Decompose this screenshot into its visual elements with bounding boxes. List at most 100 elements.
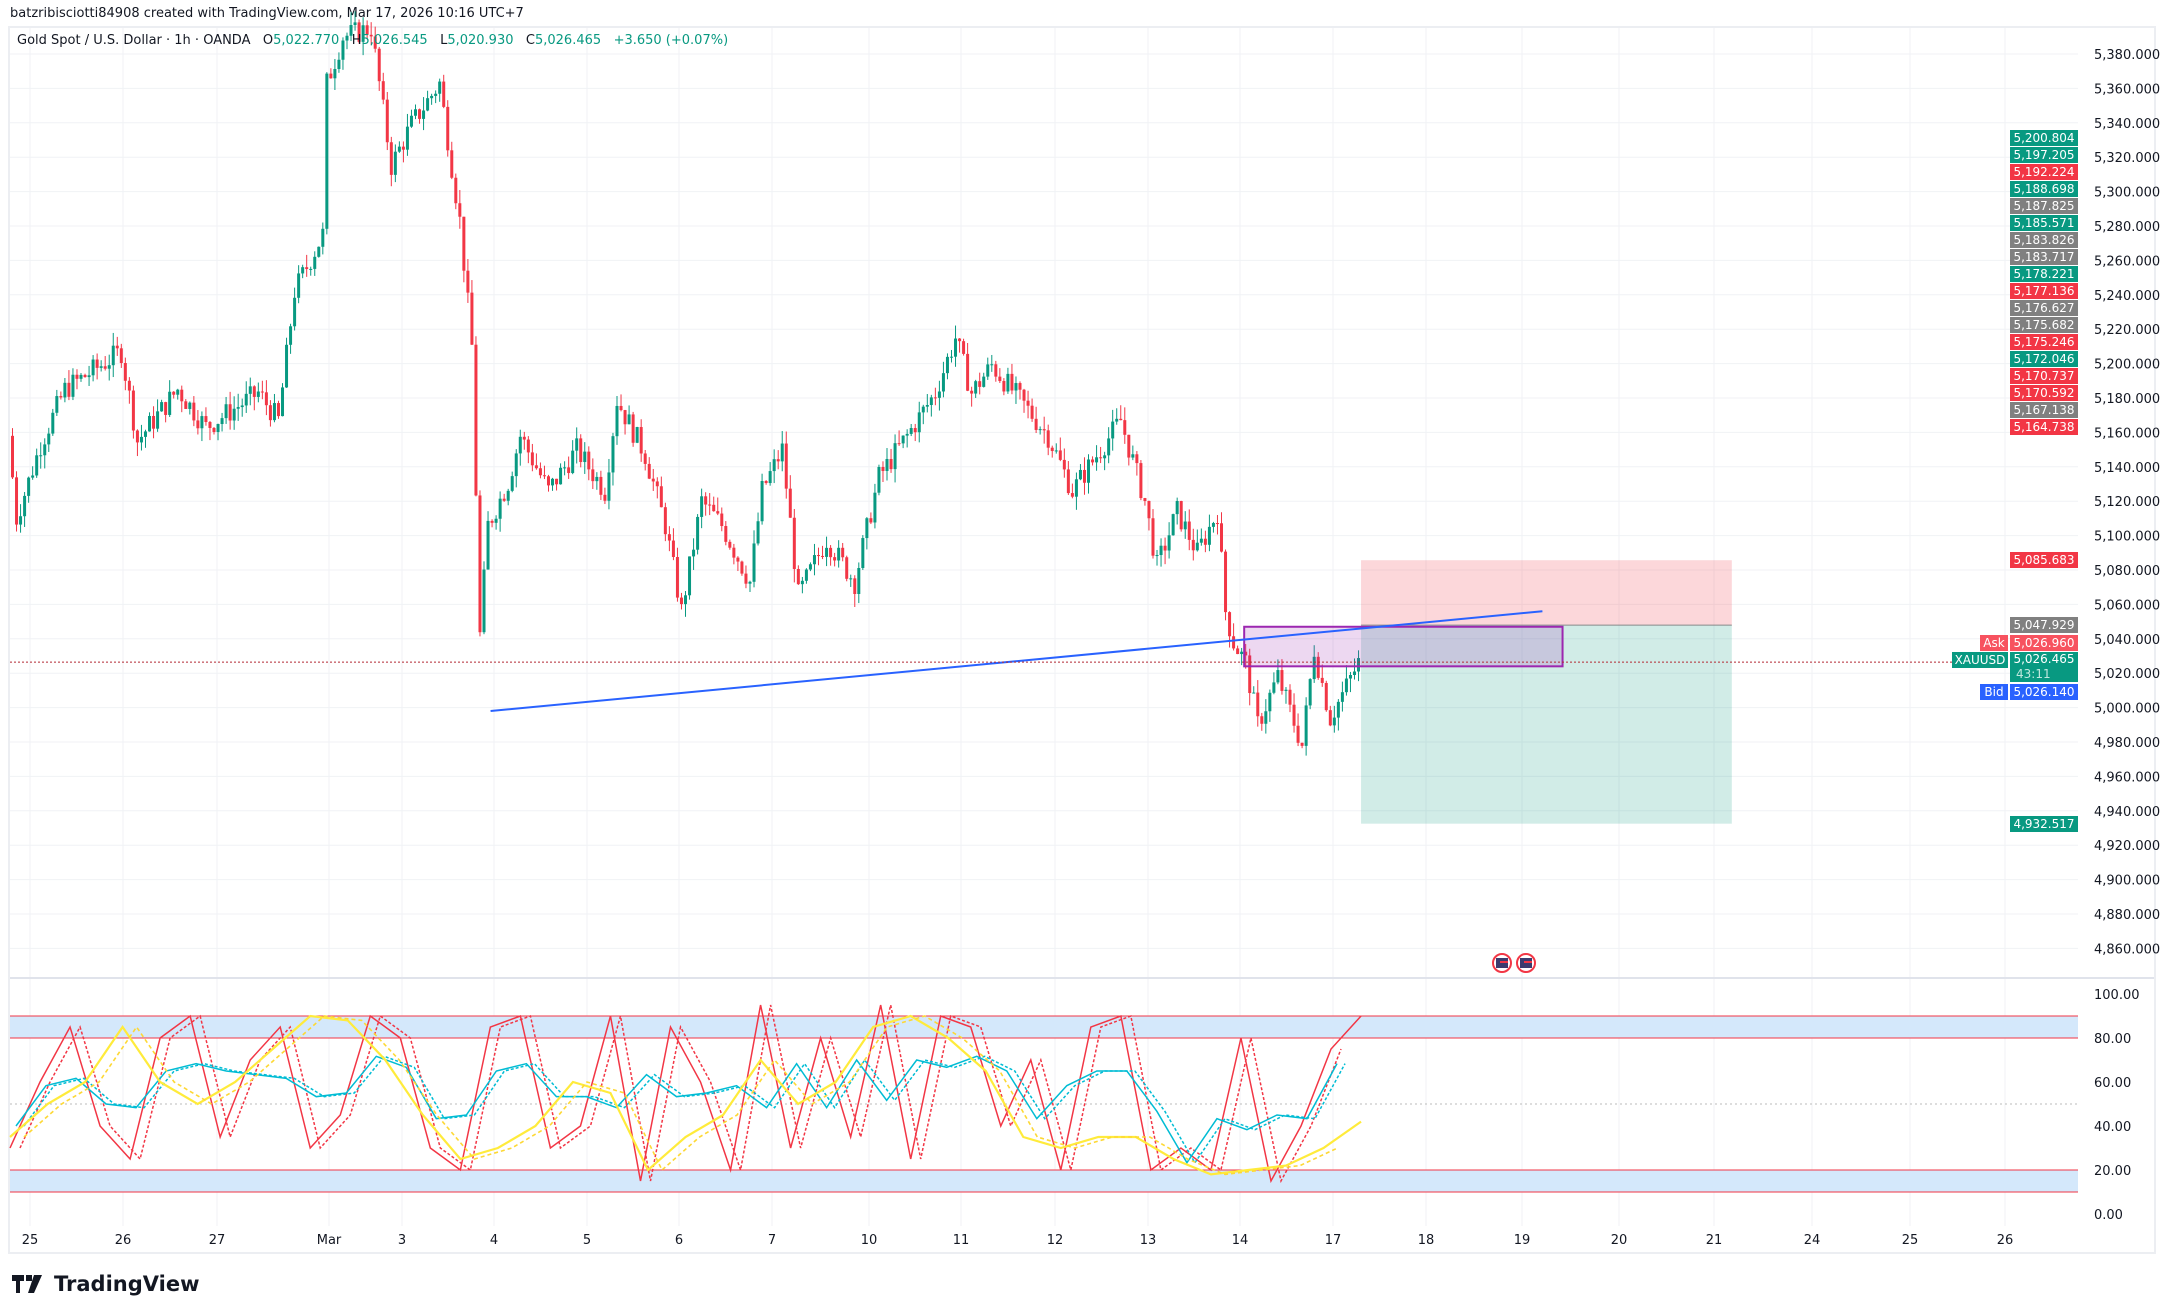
price-tick-label: 5,120.000 xyxy=(2094,495,2160,510)
candle-body xyxy=(756,521,760,544)
candle-body xyxy=(667,534,671,541)
oscillator-band xyxy=(10,1170,2078,1192)
bid-tag: Bid xyxy=(1980,684,2008,701)
candle-body xyxy=(430,95,434,99)
candle-body xyxy=(1078,469,1082,480)
candle-body xyxy=(1115,418,1119,422)
candle-body xyxy=(534,465,538,469)
bid-price-label: 5,026.140 xyxy=(2010,684,2078,701)
time-axis-label: 13 xyxy=(1140,1233,1157,1248)
candle-body xyxy=(869,518,873,523)
candle-body xyxy=(716,511,720,514)
candle-body xyxy=(575,438,579,451)
price-tick-label: 5,080.000 xyxy=(2094,564,2160,579)
candle-body xyxy=(837,547,841,561)
time-axis-label: 10 xyxy=(861,1233,878,1248)
candle-body xyxy=(51,412,55,434)
candle-body xyxy=(337,59,341,69)
candle-body xyxy=(272,403,276,421)
candle-body xyxy=(764,481,768,484)
candle-body xyxy=(1034,418,1038,430)
candle-body xyxy=(369,34,373,37)
candle-body xyxy=(635,427,639,443)
candle-body xyxy=(889,458,893,470)
candle-body xyxy=(760,481,764,522)
candle-body xyxy=(1260,716,1264,724)
candle-body xyxy=(736,557,740,562)
time-axis-label: 26 xyxy=(115,1233,132,1248)
candle-body xyxy=(1191,539,1195,551)
candle-body xyxy=(1014,383,1018,391)
candle-body xyxy=(675,557,679,598)
candle-body xyxy=(426,98,430,111)
us-flag-icon xyxy=(1492,953,1512,973)
open-label: O xyxy=(262,33,274,48)
candle-body xyxy=(1284,689,1288,691)
candle-body xyxy=(692,549,696,557)
candle-body xyxy=(212,427,216,432)
candle-body xyxy=(256,391,260,397)
candle-body xyxy=(788,488,792,518)
candle-body xyxy=(1336,701,1340,718)
low-value: 5,020.930 xyxy=(447,33,514,48)
candle-body xyxy=(1151,518,1155,556)
time-axis-label: 11 xyxy=(953,1233,970,1248)
candle-body xyxy=(873,492,877,523)
candle-body xyxy=(418,109,422,119)
candle-body xyxy=(1123,420,1127,435)
candle-body xyxy=(800,580,804,585)
candle-body xyxy=(1163,545,1167,551)
candle-body xyxy=(434,93,438,96)
candle-body xyxy=(1038,429,1042,431)
candle-body xyxy=(1022,389,1026,401)
candle-body xyxy=(1087,459,1091,483)
candle-body xyxy=(885,458,889,471)
candle-body xyxy=(1074,479,1078,497)
candle-body xyxy=(1099,457,1103,459)
candle-body xyxy=(1215,523,1219,525)
candle-body xyxy=(1280,670,1284,691)
tradingview-logo[interactable]: TradingView xyxy=(12,1272,199,1296)
candle-body xyxy=(1119,418,1123,421)
price-tick-label: 5,160.000 xyxy=(2094,426,2160,441)
candle-body xyxy=(542,475,546,477)
candle-body xyxy=(1344,678,1348,693)
candle-body xyxy=(845,557,849,579)
candle-body xyxy=(772,459,776,472)
candle-body xyxy=(357,22,361,42)
candle-body xyxy=(1199,538,1203,543)
candle-body xyxy=(595,476,599,482)
candle-body xyxy=(631,414,635,443)
candle-body xyxy=(696,516,700,550)
candle-body xyxy=(341,40,345,60)
candle-body xyxy=(720,513,724,527)
candle-body xyxy=(1195,542,1199,551)
candle-body xyxy=(679,597,683,605)
candle-body xyxy=(1026,400,1030,406)
candle-body xyxy=(518,436,522,454)
candle-body xyxy=(506,490,510,501)
price-tick-label: 5,220.000 xyxy=(2094,323,2160,338)
price-tick-label: 5,020.000 xyxy=(2094,667,2160,682)
price-tick-label: 4,980.000 xyxy=(2094,736,2160,751)
candle-body xyxy=(591,469,595,482)
candle-body xyxy=(232,408,236,421)
candle-body xyxy=(909,428,913,434)
symbol-description[interactable]: Gold Spot / U.S. Dollar · 1h · OANDA xyxy=(17,33,251,48)
candle-body xyxy=(954,338,958,357)
candle-body xyxy=(966,353,970,391)
candle-body xyxy=(1312,656,1316,680)
candle-body xyxy=(502,498,506,501)
candle-body xyxy=(442,81,446,107)
candle-body xyxy=(1143,498,1147,501)
candle-body xyxy=(958,338,962,342)
high-value: 5,026.545 xyxy=(361,33,428,48)
price-label: 5,185.571 xyxy=(2010,215,2078,231)
stoch-fast-k xyxy=(9,1004,1362,1184)
candle-body xyxy=(168,391,172,415)
time-axis-label: 20 xyxy=(1611,1233,1628,1248)
brand-name: TradingView xyxy=(54,1272,200,1296)
candle-body xyxy=(164,402,168,415)
candle-body xyxy=(514,453,518,477)
